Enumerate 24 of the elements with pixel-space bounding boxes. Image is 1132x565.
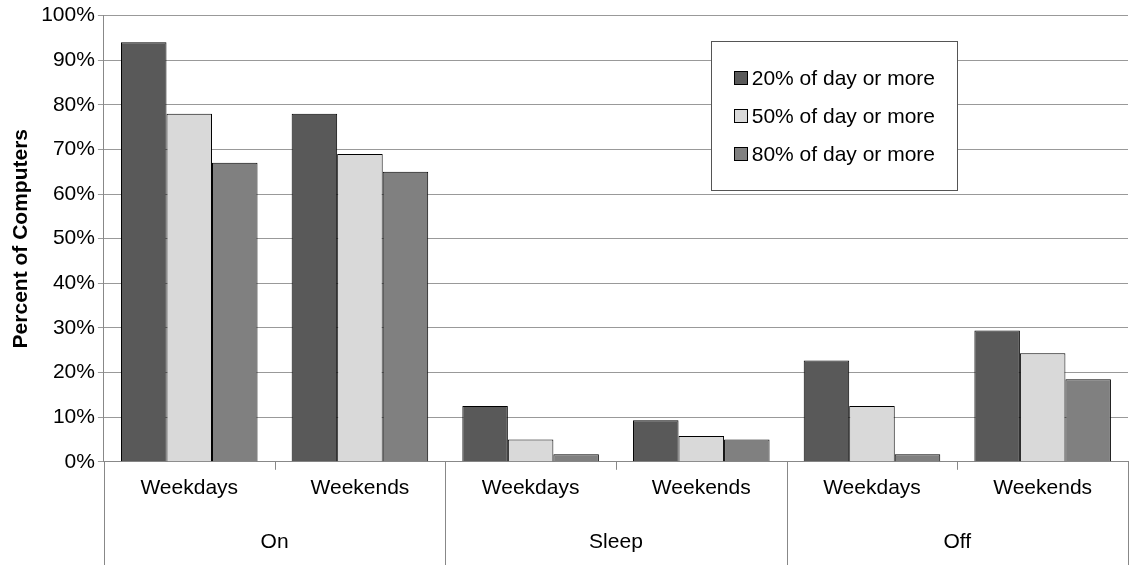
text: On [260,528,289,552]
x-tick-label: Weekdays [481,475,580,499]
y-tick-label: 0% [64,448,95,472]
x-tick-label: Weekdays [140,475,239,499]
y-tick-label: 70% [52,136,95,160]
y-tick-label: 100% [41,2,95,26]
y-tick-label: 90% [52,47,95,71]
legend-label: 50% of day or more [751,103,935,128]
x-tick-label: Weekends [651,475,751,499]
legend-label: 20% of day or more [751,65,935,90]
y-axis-title: Percent of Computers [8,129,32,349]
x-tick-label: Weekends [310,475,410,499]
y-tick-label: 60% [52,180,95,204]
y-tick-label: 80% [52,91,95,115]
y-tick-label: 20% [52,359,95,383]
y-tick-label: 30% [52,314,95,338]
text: Off [943,528,972,552]
legend-label: 80% of day or more [751,141,935,166]
text: Sleep [589,528,643,552]
x-tick-label: Weekdays [823,475,921,499]
y-tick-label: 10% [52,403,95,427]
y-tick-label: 40% [52,270,95,294]
x-tick-label: Weekends [993,475,1093,499]
y-tick-label: 50% [52,225,95,249]
